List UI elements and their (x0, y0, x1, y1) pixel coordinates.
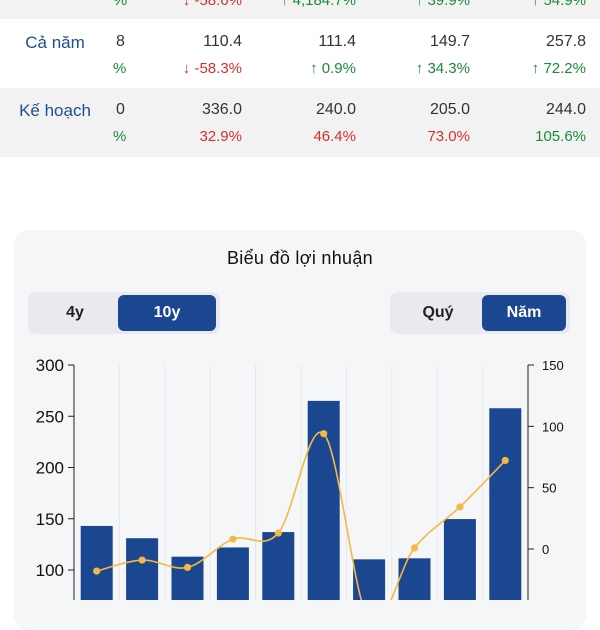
pct-cut: % (113, 60, 127, 77)
line-point (456, 503, 464, 511)
value-cell: 205.0 (429, 101, 470, 118)
pct-value: 32.9% (199, 128, 242, 145)
profit-chart: 100 150 200 250 300 0 50 100 150 (36, 356, 564, 600)
bar (489, 408, 522, 600)
bar (80, 525, 113, 600)
pct-value: ↓ -58.6% (182, 0, 242, 9)
arrow-down-icon: ↓ (182, 60, 191, 77)
right-tick-label: 0 (542, 542, 549, 557)
line-point (183, 563, 192, 572)
pct-change: ↑ 34.3% (415, 60, 470, 77)
value-cell: 240.0 (315, 101, 356, 118)
table-row-partial: % ↓ -58.6% ↑ 4,184.7% ↑ 39.9% ↑ 54.9% (0, 0, 600, 19)
line-point (138, 556, 146, 564)
value-cell: 244.0 (545, 101, 586, 118)
chart-title: Biểu đồ lợi nhuận (226, 248, 373, 268)
line-point (274, 529, 282, 537)
value-cell: 336.0 (201, 101, 242, 118)
bar (216, 547, 249, 600)
left-tick-label: 250 (36, 407, 64, 426)
pct-cut: % (113, 128, 127, 145)
col0-value: 8 (116, 33, 125, 50)
pct-value: 105.6% (535, 128, 586, 145)
arrow-up-icon: ↑ (415, 60, 424, 77)
pct-change: ↑ 72.2% (531, 60, 586, 77)
table-row-plan: Kế hoạch 0 336.0 240.0 205.0 244.0 % 32.… (0, 88, 600, 157)
line-point (93, 567, 101, 575)
period-toggle: Quý Năm (390, 292, 570, 334)
pct-value: ↑ 54.9% (531, 0, 586, 9)
value-cell: 110.4 (203, 33, 242, 50)
row-label: Cả năm (25, 33, 85, 52)
pct-value: ↑ 4,184.7% (280, 0, 356, 9)
bar (171, 556, 204, 600)
arrow-up-icon: ↑ (310, 60, 318, 77)
bar (126, 538, 159, 600)
right-tick-label: 50 (542, 481, 556, 496)
left-tick-label: 200 (36, 459, 64, 478)
line-point (320, 430, 328, 438)
pct-value: 46.4% (313, 128, 356, 145)
bar (353, 559, 386, 600)
pct-value: 73.0% (427, 128, 470, 145)
right-tick-label: 100 (542, 419, 564, 434)
row-label: Kế hoạch (19, 101, 91, 120)
left-tick-label: 100 (36, 561, 64, 580)
tab-quarter[interactable]: Quý (422, 304, 454, 321)
table-row-annual: Cả năm 8 110.4 111.4 149.7 257.8 % ↓ -58… (0, 19, 600, 88)
right-tick-label: 150 (542, 358, 564, 373)
line-point (410, 544, 419, 552)
pct-change: ↓ -58.3% (182, 60, 242, 77)
left-tick-label: 150 (36, 510, 64, 529)
line-point (501, 456, 509, 465)
pct-change: ↑ 0.9% (310, 60, 356, 77)
pct-cut: % (113, 0, 128, 9)
left-tick-label: 300 (36, 356, 64, 375)
line-point (229, 535, 237, 543)
bar (398, 558, 431, 600)
value-cell: 149.7 (429, 33, 470, 50)
tab-4y[interactable]: 4y (66, 304, 84, 321)
range-toggle: 4y 10y (28, 292, 220, 334)
value-cell: 111.4 (318, 33, 356, 50)
col0-value: 0 (116, 101, 125, 118)
pct-value: ↑ 39.9% (415, 0, 470, 9)
bar (262, 532, 295, 600)
tab-year[interactable]: Năm (482, 295, 566, 331)
tab-10y[interactable]: 10y (118, 295, 216, 331)
bar (443, 519, 476, 600)
arrow-up-icon: ↑ (531, 60, 540, 77)
value-cell: 257.8 (545, 33, 586, 50)
